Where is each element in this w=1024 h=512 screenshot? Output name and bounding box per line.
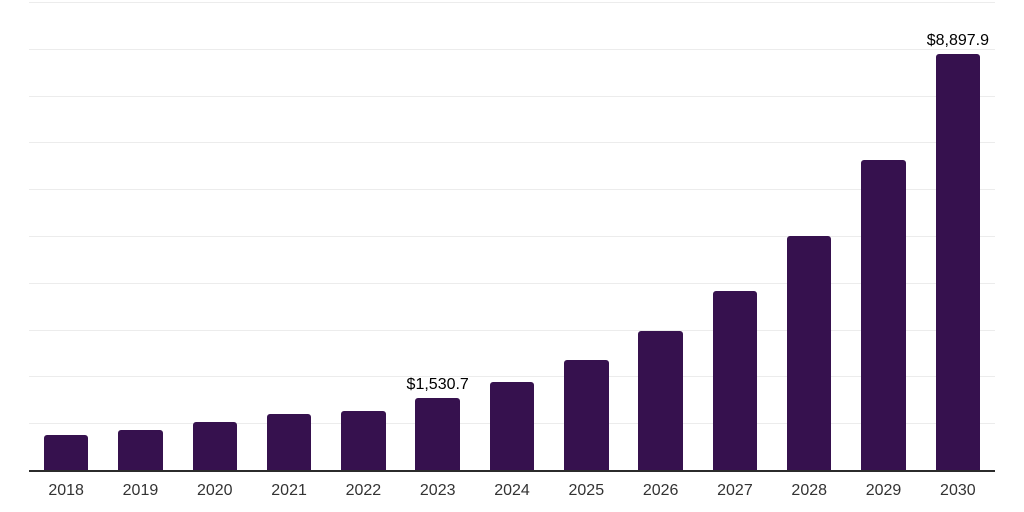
x-tick-label-2021: 2021 xyxy=(271,482,307,499)
bar-2018 xyxy=(43,435,89,470)
x-axis-line xyxy=(29,469,995,472)
x-tick-label-2026: 2026 xyxy=(642,482,679,499)
bar-2028 xyxy=(786,236,832,470)
bar-2026 xyxy=(638,331,683,470)
x-tick-label-2030: 2030 xyxy=(940,482,976,499)
value-label-2030: $8,897.9 xyxy=(926,31,989,49)
bar-2023 xyxy=(415,398,460,470)
gridline xyxy=(29,282,995,284)
x-tick-label-2022: 2022 xyxy=(345,482,382,499)
x-tick-label-2029: 2029 xyxy=(865,482,902,499)
gridline xyxy=(29,376,995,378)
x-tick-label-2019: 2019 xyxy=(122,482,159,499)
bar-2019 xyxy=(118,430,163,470)
bar-2030 xyxy=(935,53,981,470)
bar-2025 xyxy=(564,360,609,470)
gridline xyxy=(29,189,995,191)
x-tick-label-2028: 2028 xyxy=(791,482,828,499)
gridline xyxy=(29,48,995,50)
bar-2027 xyxy=(712,291,758,470)
x-tick-label-2024: 2024 xyxy=(494,482,530,499)
x-tick-label-2018: 2018 xyxy=(48,482,84,499)
bar-2020 xyxy=(192,421,238,470)
value-label-2023: $1,530.7 xyxy=(406,376,469,394)
x-tick-label-2025: 2025 xyxy=(568,482,605,499)
gridline xyxy=(29,236,995,237)
gridline xyxy=(29,95,995,97)
x-tick-label-2020: 2020 xyxy=(196,482,233,499)
bar-2022 xyxy=(341,410,386,470)
x-tick-label-2023: 2023 xyxy=(419,482,456,499)
gridline xyxy=(29,2,995,3)
bar-2029 xyxy=(861,159,906,470)
bar-2021 xyxy=(266,413,312,470)
bar-2024 xyxy=(489,382,535,470)
gridline xyxy=(29,329,995,331)
gridline xyxy=(29,142,995,144)
x-tick-label-2027: 2027 xyxy=(717,482,753,499)
